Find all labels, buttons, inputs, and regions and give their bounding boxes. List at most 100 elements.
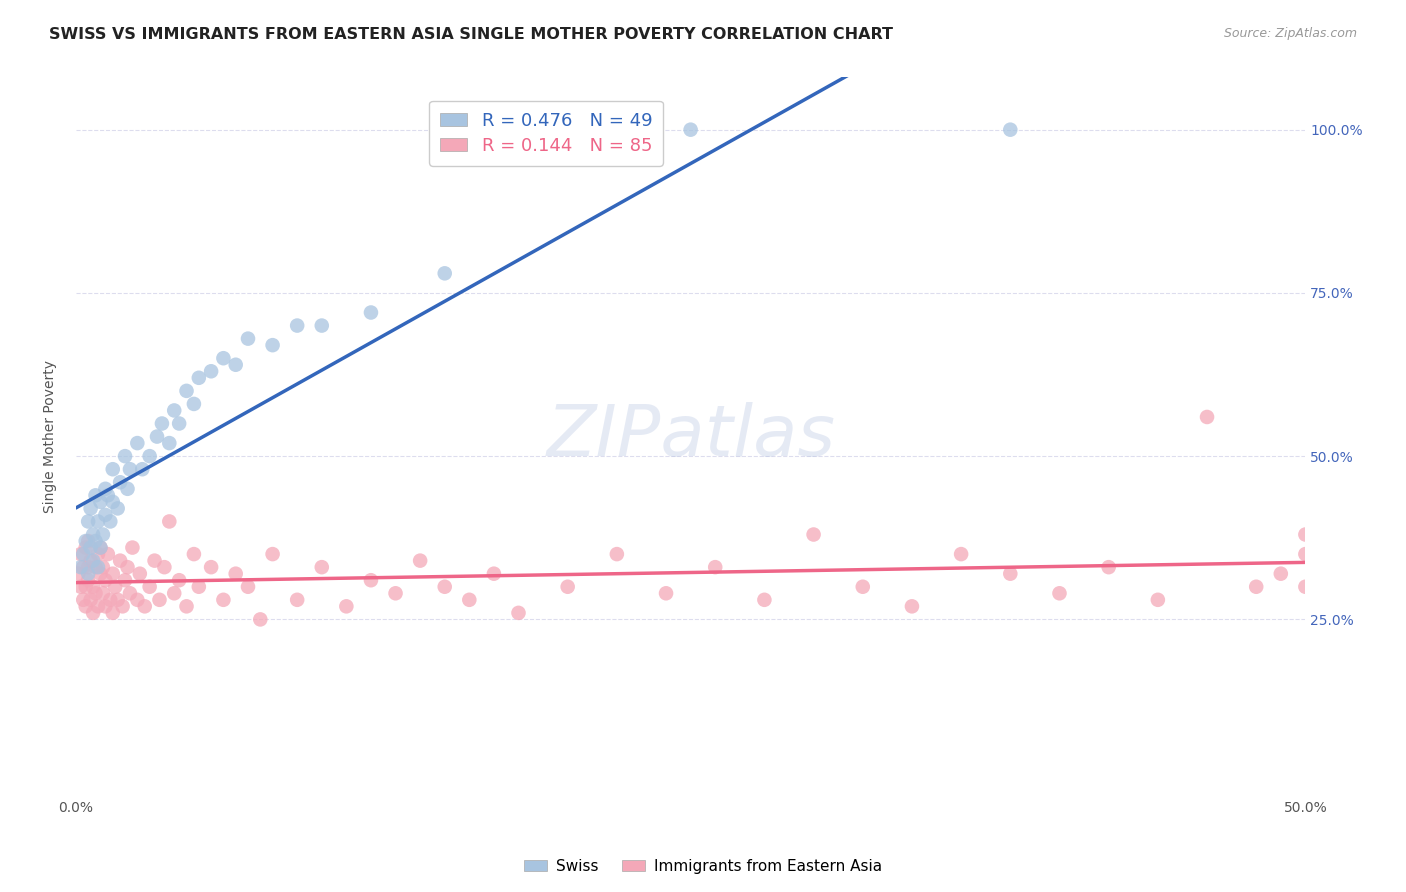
Text: ZIPatlas: ZIPatlas — [546, 402, 835, 471]
Point — [77, 566, 100, 581]
Point — [1195, 409, 1218, 424]
Point — [101, 566, 124, 581]
Point — [101, 606, 124, 620]
Point — [91, 586, 114, 600]
Point — [108, 554, 131, 568]
Point — [118, 462, 141, 476]
Point — [262, 547, 284, 561]
Point — [118, 586, 141, 600]
Point — [75, 599, 97, 614]
Point — [1147, 592, 1170, 607]
Point — [311, 560, 333, 574]
Point — [146, 429, 169, 443]
Point — [117, 560, 139, 574]
Legend: R = 0.476   N = 49, R = 0.144   N = 85: R = 0.476 N = 49, R = 0.144 N = 85 — [429, 101, 664, 166]
Point — [89, 566, 111, 581]
Point — [87, 599, 110, 614]
Point — [101, 495, 124, 509]
Point — [335, 599, 357, 614]
Point — [98, 515, 121, 529]
Point — [89, 495, 111, 509]
Point — [84, 534, 107, 549]
Point — [1270, 566, 1292, 581]
Point — [101, 462, 124, 476]
Text: Source: ZipAtlas.com: Source: ZipAtlas.com — [1223, 27, 1357, 40]
Point — [75, 534, 97, 549]
Point — [704, 560, 727, 574]
Point — [114, 449, 136, 463]
Point — [153, 560, 176, 574]
Point — [134, 599, 156, 614]
Point — [69, 547, 91, 561]
Point — [104, 580, 127, 594]
Point — [225, 566, 247, 581]
Point — [82, 580, 104, 594]
Point — [84, 586, 107, 600]
Point — [148, 592, 170, 607]
Point — [91, 527, 114, 541]
Point — [852, 580, 875, 594]
Point — [97, 488, 120, 502]
Point — [111, 599, 134, 614]
Point — [89, 541, 111, 555]
Point — [79, 592, 101, 607]
Point — [127, 592, 149, 607]
Point — [84, 560, 107, 574]
Point — [72, 547, 94, 561]
Point — [128, 566, 150, 581]
Point — [84, 488, 107, 502]
Point — [114, 573, 136, 587]
Point — [138, 580, 160, 594]
Point — [77, 573, 100, 587]
Point — [409, 554, 432, 568]
Point — [236, 580, 259, 594]
Point — [183, 547, 205, 561]
Point — [157, 436, 180, 450]
Point — [107, 592, 129, 607]
Point — [262, 338, 284, 352]
Point — [1000, 566, 1022, 581]
Point — [458, 592, 481, 607]
Point — [108, 475, 131, 490]
Point — [187, 371, 209, 385]
Point — [285, 592, 308, 607]
Point — [1000, 122, 1022, 136]
Point — [679, 122, 702, 136]
Point — [163, 586, 186, 600]
Point — [557, 580, 579, 594]
Point — [69, 560, 91, 574]
Point — [98, 592, 121, 607]
Point — [69, 580, 91, 594]
Point — [79, 541, 101, 555]
Point — [82, 606, 104, 620]
Point — [75, 541, 97, 555]
Point — [311, 318, 333, 333]
Point — [950, 547, 973, 561]
Point — [150, 417, 173, 431]
Point — [94, 508, 117, 522]
Point — [236, 332, 259, 346]
Legend: Swiss, Immigrants from Eastern Asia: Swiss, Immigrants from Eastern Asia — [517, 853, 889, 880]
Point — [167, 417, 190, 431]
Point — [249, 612, 271, 626]
Point — [176, 599, 198, 614]
Point — [200, 560, 222, 574]
Point — [655, 586, 678, 600]
Point — [163, 403, 186, 417]
Point — [901, 599, 924, 614]
Point — [183, 397, 205, 411]
Point — [360, 305, 382, 319]
Point — [87, 547, 110, 561]
Point — [82, 527, 104, 541]
Point — [138, 449, 160, 463]
Point — [107, 501, 129, 516]
Point — [433, 580, 456, 594]
Point — [1049, 586, 1071, 600]
Point — [384, 586, 406, 600]
Point — [77, 560, 100, 574]
Point — [433, 266, 456, 280]
Point — [1244, 580, 1267, 594]
Point — [94, 482, 117, 496]
Point — [97, 547, 120, 561]
Point — [79, 501, 101, 516]
